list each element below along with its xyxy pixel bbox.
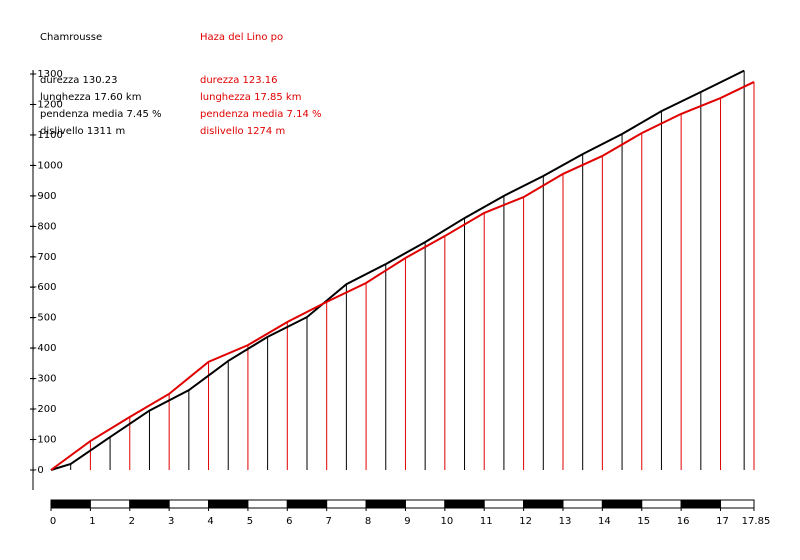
- x-tick-label: 4: [207, 516, 213, 527]
- y-tick-label: +600: [29, 282, 56, 293]
- x-tick-label: 3: [168, 516, 174, 527]
- y-tick-label: +1100: [29, 130, 63, 141]
- scale-segment: [641, 499, 682, 509]
- y-tick-label: +0: [29, 465, 44, 476]
- scale-segment: [680, 499, 722, 509]
- scale-segment: [483, 499, 525, 509]
- stat-text: dislivello 1311 m: [40, 126, 125, 137]
- x-tick-label: 11: [480, 516, 493, 527]
- x-tick-label: 0: [50, 516, 56, 527]
- scale-segment: [208, 499, 249, 509]
- x-tick-label: 1: [89, 516, 95, 527]
- scale-segment: [326, 499, 367, 509]
- scale-segment: [168, 499, 210, 509]
- legend-label: Chamrousse: [40, 32, 102, 43]
- x-tick-label: 5: [247, 516, 253, 527]
- profile-line: [50, 81, 755, 471]
- y-tick-label: +500: [29, 313, 56, 324]
- scale-segment: [286, 499, 328, 509]
- x-tick-label: 7: [325, 516, 331, 527]
- scale-segment: [89, 499, 131, 509]
- y-tick-label: +1000: [29, 160, 63, 171]
- x-tick-label: 10: [440, 516, 453, 527]
- profile-line: [50, 69, 745, 471]
- x-tick-label: 14: [598, 516, 611, 527]
- y-tick-label: +800: [29, 221, 56, 232]
- y-tick-label: +100: [29, 435, 56, 446]
- x-tick-label: 17.85: [742, 516, 771, 527]
- x-tick-label: 13: [559, 516, 572, 527]
- y-tick-label: +1200: [29, 99, 63, 110]
- stat-text: lunghezza 17.85 km: [200, 92, 301, 103]
- x-tick-label: 15: [637, 516, 650, 527]
- scale-segment: [247, 499, 288, 509]
- scale-segment: [50, 499, 91, 509]
- x-tick-label: 17: [716, 516, 729, 527]
- stat-text: durezza 123.16: [200, 75, 278, 86]
- x-tick-label: 9: [404, 516, 410, 527]
- scale-segment: [444, 499, 485, 509]
- y-tick-label: +700: [29, 252, 56, 263]
- stat-text: pendenza media 7.45 %: [40, 109, 162, 120]
- y-tick-label: +200: [29, 404, 56, 415]
- scale-segment: [523, 499, 564, 509]
- stat-text: lunghezza 17.60 km: [40, 92, 141, 103]
- x-tick-label: 8: [365, 516, 371, 527]
- legend-label: Haza del Lino po: [200, 32, 283, 43]
- y-tick-label: +400: [29, 343, 56, 354]
- scale-segment: [129, 499, 170, 509]
- scale-segment: [562, 499, 603, 509]
- scale-segment: [365, 499, 406, 509]
- stat-text: durezza 130.23: [40, 75, 118, 86]
- x-tick-label: 2: [129, 516, 135, 527]
- stat-text: pendenza media 7.14 %: [200, 109, 322, 120]
- scale-segment: [720, 499, 755, 509]
- x-tick-label: 6: [286, 516, 292, 527]
- scale-segment: [404, 499, 446, 509]
- stat-text: dislivello 1274 m: [200, 126, 285, 137]
- x-tick-label: 12: [519, 516, 532, 527]
- y-tick-label: +1300: [29, 69, 63, 80]
- y-tick-label: +300: [29, 374, 56, 385]
- scale-segment: [601, 499, 643, 509]
- y-tick-label: +900: [29, 191, 56, 202]
- x-tick-label: 16: [677, 516, 690, 527]
